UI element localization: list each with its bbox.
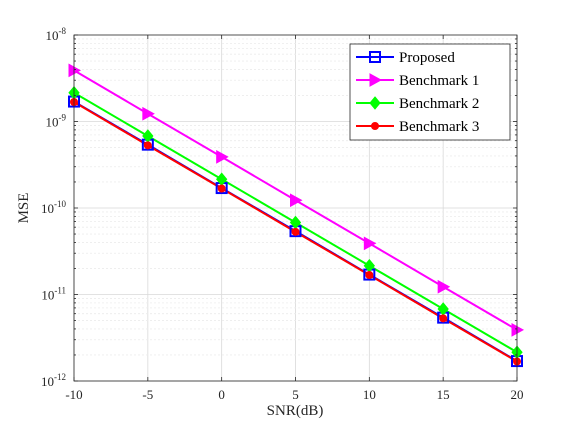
- legend-label-benchmark-3: Benchmark 3: [399, 119, 479, 135]
- data-point-benchmark-3: [217, 184, 226, 193]
- x-tick-label: 5: [292, 387, 299, 402]
- y-tick-base: 10: [41, 374, 54, 389]
- legend-label-benchmark-1: Benchmark 1: [399, 73, 479, 89]
- axis-ticks: [73, 34, 518, 382]
- y-tick-label: 10-11: [41, 286, 66, 303]
- y-tick-exponent: -12: [54, 372, 66, 382]
- y-tick-label: 10-12: [41, 372, 66, 389]
- x-tick-label: 20: [511, 387, 524, 402]
- x-tick-labels: -10 -5 0 5 10 15 20: [65, 387, 523, 402]
- data-point-benchmark-1: [68, 63, 82, 78]
- data-point-benchmark-1: [290, 193, 303, 208]
- y-tick-exponent: -10: [54, 199, 66, 209]
- y-axis-label: MSE: [16, 193, 32, 224]
- y-tick-base: 10: [46, 115, 59, 130]
- data-point-benchmark-3: [439, 314, 448, 323]
- data-point-benchmark-1: [511, 323, 525, 337]
- legend-box: [349, 43, 511, 141]
- y-tick-exponent: -8: [59, 26, 67, 36]
- x-tick-label: -5: [142, 387, 153, 402]
- y-tick-label: 10-9: [46, 113, 67, 130]
- legend-marker-proposed: [369, 51, 381, 63]
- x-axis-label: SNR(dB): [267, 403, 324, 419]
- legend: Proposed Benchmark 1 Benchmark 2 Benchmark …: [349, 43, 511, 141]
- series-markers: [68, 63, 525, 368]
- legend-label-benchmark-2: Benchmark 2: [399, 96, 479, 112]
- data-point-benchmark-3: [143, 141, 152, 150]
- data-point-benchmark-1: [363, 236, 377, 251]
- y-tick-base: 10: [41, 288, 54, 303]
- data-point-benchmark-1: [142, 106, 155, 121]
- x-tick-label: 0: [218, 387, 225, 402]
- x-tick-label: -10: [65, 387, 82, 402]
- x-tick-label: 15: [437, 387, 450, 402]
- y-tick-label: 10-10: [41, 199, 66, 216]
- legend-marker-benchmark-2: [369, 96, 381, 110]
- legend-marker-benchmark-3: [371, 122, 379, 130]
- legend-label-proposed: Proposed: [399, 50, 455, 66]
- y-tick-base: 10: [41, 201, 54, 216]
- data-point-benchmark-1: [216, 150, 229, 164]
- data-point-benchmark-1: [437, 279, 451, 294]
- y-tick-exponent: -9: [59, 113, 67, 123]
- y-tick-exponent: -11: [54, 286, 66, 296]
- y-tick-label: 10-8: [46, 26, 67, 43]
- legend-marker-benchmark-1: [369, 73, 383, 87]
- y-tick-base: 10: [46, 28, 59, 43]
- data-point-benchmark-3: [365, 271, 374, 280]
- data-point-benchmark-3: [291, 227, 300, 236]
- x-tick-label: 10: [363, 387, 376, 402]
